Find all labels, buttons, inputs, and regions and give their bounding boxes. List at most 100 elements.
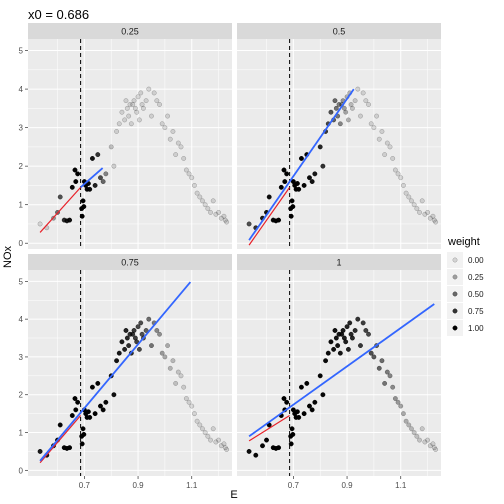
data-point: [170, 129, 176, 134]
data-point: [360, 320, 366, 326]
data-point: [134, 109, 140, 115]
data-point: [395, 171, 401, 177]
data-point: [79, 213, 85, 219]
data-point: [157, 102, 162, 107]
data-point: [157, 331, 162, 337]
data-point: [294, 409, 300, 415]
data-point: [178, 373, 184, 379]
data-point: [103, 399, 109, 405]
y-tick-label: 5: [19, 47, 24, 56]
data-point: [69, 413, 75, 418]
data-point: [162, 125, 168, 131]
data-point: [92, 182, 98, 188]
data-point: [194, 190, 200, 196]
weighted-fit-blue: [248, 303, 435, 438]
data-point: [390, 384, 396, 390]
data-point: [371, 354, 377, 360]
data-point: [411, 430, 417, 435]
data-point: [344, 324, 350, 330]
data-point: [134, 339, 140, 345]
data-point: [200, 198, 205, 204]
data-point: [390, 155, 396, 161]
panel-0.25: 0.25 0 1 2 3 4 5: [19, 23, 232, 249]
data-point: [345, 346, 351, 352]
data-point: [114, 358, 120, 364]
data-point: [304, 380, 310, 386]
data-point: [376, 136, 382, 142]
y-tick-label: 0: [19, 239, 24, 248]
data-point: [67, 445, 73, 451]
data-point: [116, 121, 122, 127]
legend-title: weight: [447, 236, 480, 248]
data-point: [332, 328, 338, 333]
data-point: [284, 399, 290, 405]
legend-key-label: 0.75: [468, 307, 484, 316]
data-point: [127, 102, 133, 107]
local-fit-red: [248, 187, 291, 246]
data-point: [409, 198, 414, 204]
data-point: [216, 437, 222, 443]
strip-label: 0.25: [121, 27, 139, 37]
data-point: [433, 447, 439, 452]
data-point: [205, 206, 211, 211]
local-fit-red: [39, 415, 82, 464]
data-point: [282, 179, 288, 185]
data-point: [186, 399, 192, 405]
weighted-fit-blue: [80, 167, 104, 189]
data-point: [312, 171, 318, 177]
panel-background: [28, 39, 232, 249]
data-point: [149, 113, 154, 119]
data-point: [87, 414, 93, 420]
data-point: [114, 129, 120, 134]
data-point: [124, 105, 130, 111]
data-point: [210, 198, 216, 204]
data-point: [430, 441, 436, 447]
data-point: [202, 202, 208, 208]
data-point: [73, 407, 79, 413]
data-point: [178, 144, 184, 150]
data-point: [139, 102, 145, 107]
y-axis-title: NOx: [2, 246, 14, 269]
data-point: [431, 445, 437, 451]
data-point: [355, 316, 361, 322]
data-point: [345, 117, 351, 123]
data-point: [81, 431, 87, 437]
data-point: [162, 354, 168, 360]
data-point: [159, 350, 165, 356]
data-point: [325, 350, 331, 356]
data-point: [298, 155, 304, 161]
data-point: [309, 179, 315, 185]
data-point: [224, 447, 230, 452]
data-point: [366, 331, 371, 337]
panel-0.5: 0.5: [237, 23, 441, 249]
data-point: [358, 113, 363, 119]
data-point: [37, 221, 43, 227]
strip-background: [28, 23, 232, 39]
data-point: [276, 217, 282, 223]
data-point: [335, 343, 341, 349]
data-point: [246, 221, 252, 227]
data-point: [135, 324, 141, 330]
data-point: [312, 399, 318, 405]
data-point: [79, 441, 85, 447]
weighted-fit-blue: [39, 281, 192, 462]
data-point: [98, 175, 103, 181]
data-point: [349, 105, 355, 111]
legend-key-bg: [447, 252, 463, 268]
data-point: [409, 426, 414, 432]
strip-label: 0.5: [333, 27, 346, 37]
data-point: [175, 140, 181, 146]
data-point: [328, 109, 334, 115]
data-point: [288, 441, 294, 447]
data-point: [425, 209, 431, 215]
data-point: [210, 426, 216, 432]
data-point: [173, 380, 179, 386]
panel-background: [237, 39, 441, 249]
data-point: [69, 184, 75, 190]
legend-key-symbol: [452, 325, 458, 331]
panel-0.75: 0.75 0 1 2 3 4 5 0.7 0.9 1.1: [19, 254, 232, 490]
data-point: [92, 411, 98, 417]
data-point: [307, 175, 312, 181]
data-point: [189, 175, 195, 181]
